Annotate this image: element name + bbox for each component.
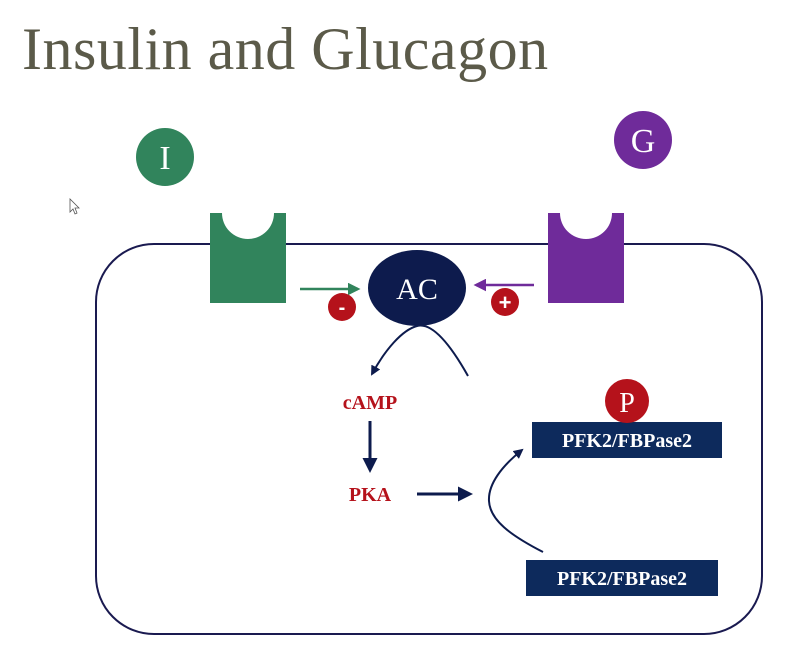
pfk2-unphosphorylated-label: PFK2/FBPase2 bbox=[557, 568, 687, 590]
phosphate-label: P bbox=[619, 388, 635, 419]
glucagon-receptor bbox=[548, 213, 624, 303]
cell-membrane bbox=[95, 243, 763, 635]
ac-to-camp-arrow bbox=[371, 324, 469, 377]
mouse-cursor-icon bbox=[69, 198, 80, 215]
pfk2-fbpase2-phosphorylated: PFK2/FBPase2 bbox=[532, 422, 722, 458]
ac-label: AC bbox=[396, 273, 438, 306]
adenylate-cyclase: AC bbox=[368, 250, 466, 326]
pka-label: PKA bbox=[349, 484, 392, 506]
minus-badge: - bbox=[328, 293, 356, 321]
glucagon-hormone: G bbox=[614, 111, 672, 169]
insulin-label: I bbox=[159, 140, 170, 177]
insulin-hormone: I bbox=[136, 128, 194, 186]
glucagon-label: G bbox=[631, 123, 656, 160]
camp-label: cAMP bbox=[343, 392, 397, 414]
plus-badge: + bbox=[491, 288, 519, 316]
page-title: Insulin and Glucagon bbox=[22, 16, 549, 82]
pfk2-phosphorylated-label: PFK2/FBPase2 bbox=[562, 430, 692, 452]
plus-sign: + bbox=[499, 290, 512, 315]
phosphorylation-arrow bbox=[487, 448, 544, 553]
insulin-receptor bbox=[210, 213, 286, 303]
pfk2-fbpase2-unphosphorylated: PFK2/FBPase2 bbox=[526, 560, 718, 596]
minus-sign: - bbox=[339, 297, 346, 319]
phosphate-badge: P bbox=[605, 379, 649, 423]
